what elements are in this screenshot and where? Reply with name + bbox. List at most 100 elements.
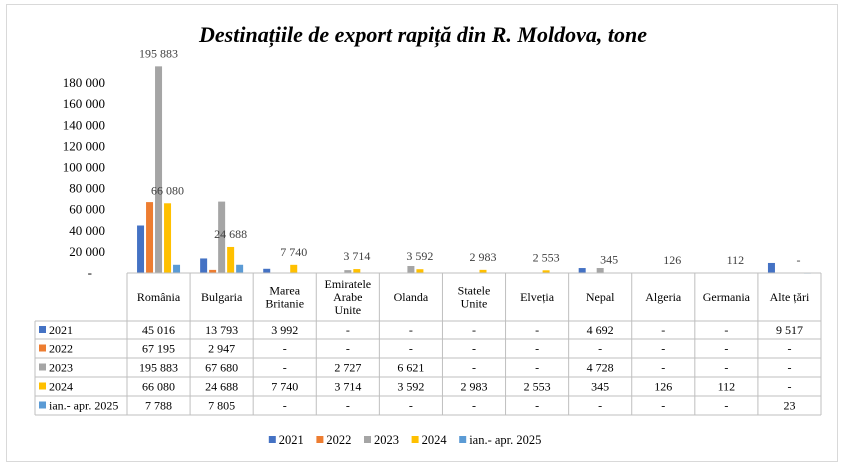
table-cell: - <box>472 399 476 413</box>
data-label: 66 080 <box>151 183 184 197</box>
bar-2024-0 <box>164 203 172 273</box>
table-cell: 2 947 <box>208 342 235 356</box>
table-cell: 3 714 <box>334 380 361 394</box>
chart-title: Destinațiile de export rapiță din R. Mol… <box>198 22 647 48</box>
table-cell: - <box>661 342 665 356</box>
bar-2024-2 <box>290 264 298 273</box>
legend-swatch <box>268 436 276 443</box>
data-label: 2 983 <box>470 250 497 264</box>
table-series-label: 2023 <box>49 361 73 375</box>
category-label: Statele <box>458 284 491 298</box>
table-cell: 7 740 <box>271 380 298 394</box>
table-cell: 66 080 <box>142 380 175 394</box>
table-legend-key <box>39 326 46 333</box>
table-legend-key <box>39 382 46 390</box>
table-cell: 2 727 <box>334 361 361 375</box>
category-label: Nepal <box>586 290 615 304</box>
category-label: Unite <box>461 297 488 311</box>
bar-2024-4 <box>416 269 424 273</box>
category-label: Arabe <box>333 290 362 304</box>
legend-swatch <box>459 436 467 443</box>
legend-label: ian.- apr. 2025 <box>469 433 541 447</box>
table-series-label: 2021 <box>49 323 73 337</box>
table-cell: - <box>598 399 602 413</box>
table-cell: 45 016 <box>142 323 175 337</box>
table-cell: - <box>535 342 539 356</box>
table-cell: - <box>535 399 539 413</box>
y-tick-label: 20 000 <box>69 244 105 259</box>
table-cell: - <box>409 399 413 413</box>
table-cell: - <box>409 323 413 337</box>
y-tick-label: 80 000 <box>69 181 105 196</box>
table-cell: - <box>661 323 665 337</box>
table-cell: - <box>724 399 728 413</box>
legend-label: 2024 <box>422 433 448 447</box>
category-label: Marea <box>269 284 300 298</box>
table-legend-key <box>39 363 46 371</box>
table-cell: 3 592 <box>397 380 424 394</box>
chart-frame <box>6 4 838 462</box>
table-cell: 23 <box>783 399 795 413</box>
data-label: 2 553 <box>533 250 560 264</box>
bar-ian-apr-2025-0 <box>173 264 181 273</box>
data-label: 3 592 <box>406 249 433 263</box>
y-tick-label: 140 000 <box>63 117 105 132</box>
legend-swatch <box>411 436 419 443</box>
table-cell: 24 688 <box>205 380 238 394</box>
table-cell: - <box>724 323 728 337</box>
category-label: Emiratele <box>324 277 371 291</box>
category-label: Germania <box>703 290 751 304</box>
table-cell: - <box>346 323 350 337</box>
table-cell: - <box>472 361 476 375</box>
y-tick-label: - <box>88 265 92 280</box>
bar-2023-4 <box>407 266 415 273</box>
table-cell: 13 793 <box>205 323 238 337</box>
legend-label: 2022 <box>326 433 351 447</box>
y-tick-label: 160 000 <box>63 96 105 111</box>
table-cell: 112 <box>718 380 736 394</box>
table-cell: - <box>598 342 602 356</box>
table-cell: 67 680 <box>205 361 238 375</box>
category-label: Olanda <box>394 290 429 304</box>
table-series-label: 2022 <box>49 342 73 356</box>
table-cell: 2 983 <box>461 380 488 394</box>
table-cell: - <box>787 342 791 356</box>
table-cell: - <box>472 323 476 337</box>
legend-label: 2021 <box>279 433 304 447</box>
bar-2021-0 <box>137 225 145 273</box>
data-label: 112 <box>727 253 745 267</box>
table-cell: - <box>661 361 665 375</box>
data-label: 195 883 <box>139 46 178 60</box>
legend-swatch <box>316 436 324 443</box>
table-cell: 2 553 <box>524 380 551 394</box>
legend-swatch <box>364 436 371 443</box>
table-cell: - <box>283 342 287 356</box>
table-cell: - <box>535 323 539 337</box>
bar-2021-7 <box>578 268 586 273</box>
y-tick-label: 180 000 <box>63 75 105 90</box>
category-label: Algeria <box>645 290 682 304</box>
legend-label: 2023 <box>374 433 399 447</box>
category-label: Britanie <box>265 297 304 311</box>
bar-2021-2 <box>263 268 271 273</box>
y-tick-label: 60 000 <box>69 202 105 217</box>
table-series-label: 2024 <box>49 380 73 394</box>
data-label: - <box>796 253 800 267</box>
table-series-label: ian.- apr. 2025 <box>49 399 118 413</box>
table-cell: - <box>724 361 728 375</box>
table-cell: 9 517 <box>776 323 803 337</box>
table-cell: 67 195 <box>142 342 175 356</box>
category-label: Unite <box>334 303 361 317</box>
table-cell: - <box>724 342 728 356</box>
bar-ian-apr-2025-1 <box>236 264 244 273</box>
table-cell: 6 621 <box>397 361 424 375</box>
bar-2024-1 <box>227 246 235 273</box>
table-cell: 4 728 <box>587 361 614 375</box>
table-cell: - <box>283 361 287 375</box>
y-tick-label: 120 000 <box>63 138 105 153</box>
table-cell: - <box>346 342 350 356</box>
category-label: Alte țări <box>770 290 810 304</box>
table-cell: - <box>283 399 287 413</box>
table-cell: 7 805 <box>208 399 235 413</box>
